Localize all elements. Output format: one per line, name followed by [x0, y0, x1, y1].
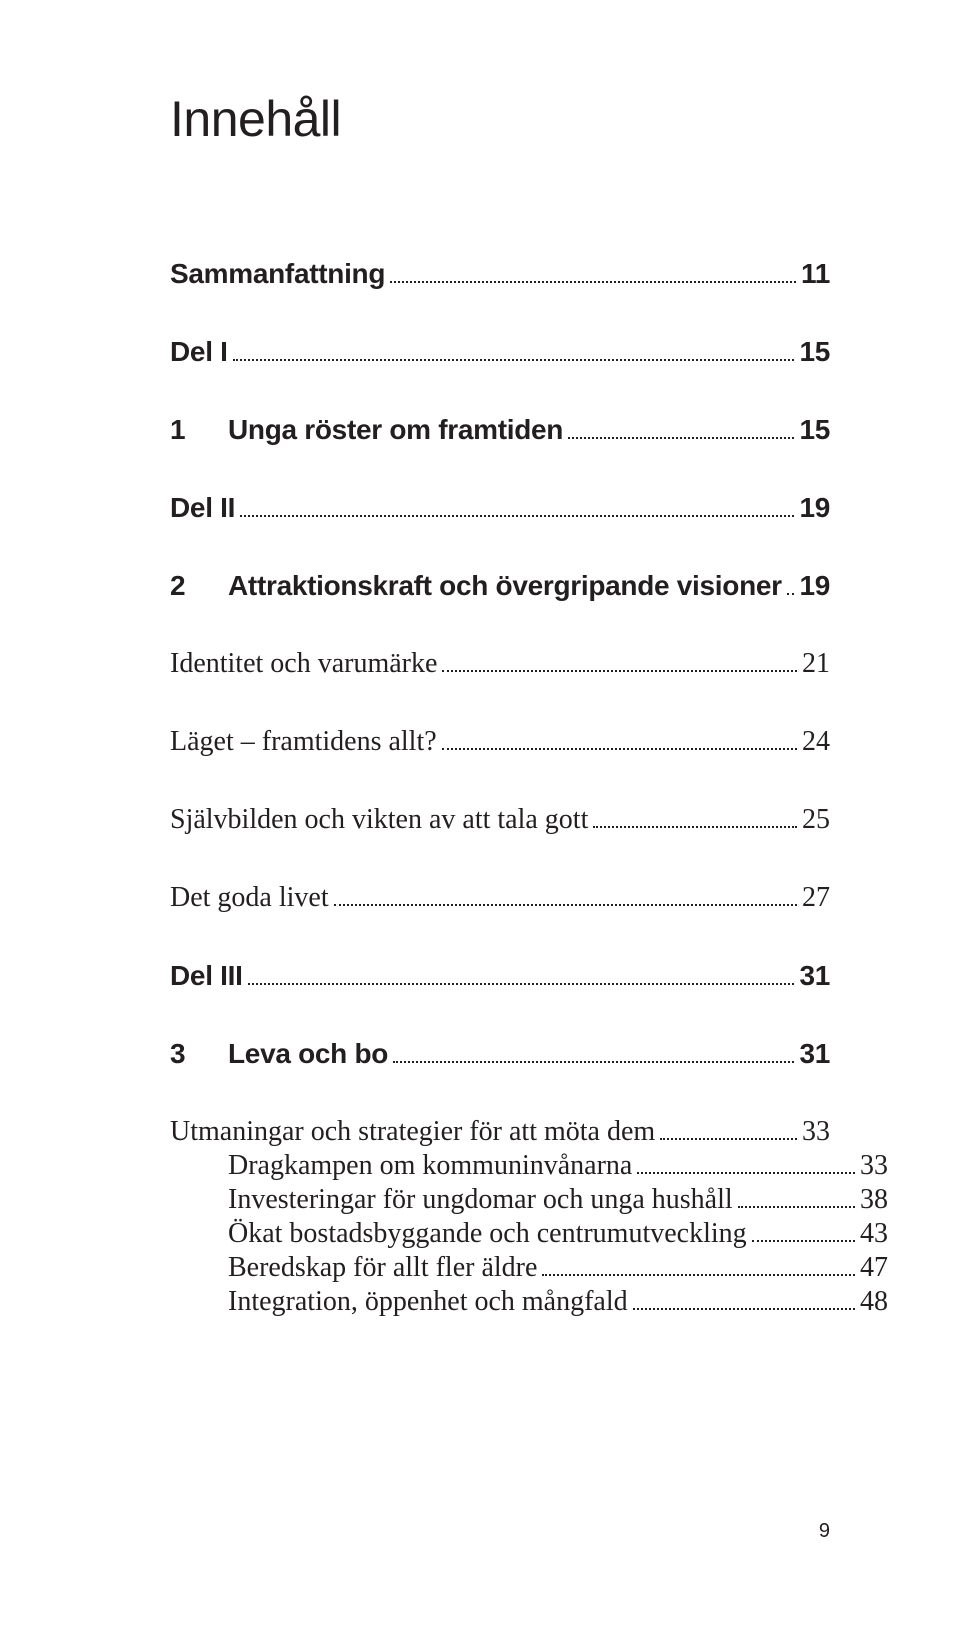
toc-row: 2Attraktionskraft och övergripande visio… — [170, 570, 830, 602]
toc-page-number: 48 — [860, 1286, 888, 1318]
toc-chapter-number: 2 — [170, 570, 228, 602]
toc-page-number: 47 — [860, 1252, 888, 1284]
toc-leader — [787, 593, 795, 595]
toc-row: Läget – framtidens allt? 24 — [170, 726, 830, 758]
toc-leader — [390, 281, 796, 283]
toc-leader — [334, 904, 797, 906]
toc-row: Sammanfattning 11 — [170, 258, 830, 290]
toc-row: 1Unga röster om framtiden 15 — [170, 414, 830, 446]
toc-leader — [248, 983, 795, 985]
toc-leader — [240, 515, 794, 517]
toc-label: Del I — [170, 336, 228, 368]
page: Innehåll Sammanfattning11Del I151Unga rö… — [0, 0, 960, 1639]
toc-label: Utmaningar och strategier för att möta d… — [170, 1116, 655, 1148]
toc-label: Identitet och varumärke — [170, 648, 437, 680]
toc-row: 3Leva och bo 31 — [170, 1038, 830, 1070]
toc-row: Ökat bostadsbyggande och centrumutveckli… — [170, 1218, 888, 1250]
toc-page-number: 31 — [799, 960, 830, 992]
toc-row: Integration, öppenhet och mångfald 48 — [170, 1286, 888, 1318]
toc-label: Ökat bostadsbyggande och centrumutveckli… — [228, 1218, 747, 1250]
toc-label: Integration, öppenhet och mångfald — [228, 1286, 628, 1318]
toc-label: Leva och bo — [228, 1038, 388, 1070]
toc-page-number: 11 — [801, 258, 830, 290]
toc-page-number: 19 — [799, 492, 830, 524]
toc-label: Läget – framtidens allt? — [170, 726, 437, 758]
toc-label: Investeringar för ungdomar och unga hush… — [228, 1184, 733, 1216]
toc-list: Sammanfattning11Del I151Unga röster om f… — [170, 258, 830, 1318]
toc-leader — [752, 1240, 855, 1242]
toc-row: Beredskap för allt fler äldre 47 — [170, 1252, 888, 1284]
toc-label: Dragkampen om kommuninvånarna — [228, 1150, 632, 1182]
toc-leader — [542, 1274, 855, 1276]
toc-leader — [633, 1308, 855, 1310]
toc-label: Del III — [170, 960, 243, 992]
toc-row: Del III 31 — [170, 960, 830, 992]
toc-leader — [593, 826, 797, 828]
page-title: Innehåll — [170, 90, 830, 148]
toc-label: Självbilden och vikten av att tala gott — [170, 804, 588, 836]
toc-leader — [442, 670, 797, 672]
toc-page-number: 33 — [802, 1116, 830, 1148]
toc-page-number: 15 — [799, 414, 830, 446]
page-number: 9 — [819, 1520, 830, 1543]
toc-row: Utmaningar och strategier för att möta d… — [170, 1116, 830, 1148]
toc-row: Del II 19 — [170, 492, 830, 524]
toc-label: Beredskap för allt fler äldre — [228, 1252, 537, 1284]
toc-leader — [568, 437, 794, 439]
toc-row: Del I 15 — [170, 336, 830, 368]
toc-page-number: 25 — [802, 804, 830, 836]
toc-leader — [442, 748, 797, 750]
toc-label: Attraktionskraft och övergripande vision… — [228, 570, 782, 602]
toc-row: Investeringar för ungdomar och unga hush… — [170, 1184, 888, 1216]
toc-row: Dragkampen om kommuninvånarna 33 — [170, 1150, 888, 1182]
toc-leader — [233, 359, 795, 361]
toc-page-number: 43 — [860, 1218, 888, 1250]
toc-page-number: 38 — [860, 1184, 888, 1216]
toc-leader — [637, 1172, 855, 1174]
toc-leader — [660, 1138, 797, 1140]
toc-row: Självbilden och vikten av att tala gott 2… — [170, 804, 830, 836]
toc-page-number: 24 — [802, 726, 830, 758]
toc-page-number: 15 — [799, 336, 830, 368]
toc-chapter-number: 3 — [170, 1038, 228, 1070]
toc-chapter-number: 1 — [170, 414, 228, 446]
toc-label: Del II — [170, 492, 235, 524]
toc-label: Sammanfattning — [170, 258, 385, 290]
toc-leader — [393, 1061, 794, 1063]
toc-page-number: 33 — [860, 1150, 888, 1182]
toc-label: Det goda livet — [170, 882, 329, 914]
toc-row: Det goda livet 27 — [170, 882, 830, 914]
toc-row: Identitet och varumärke 21 — [170, 648, 830, 680]
toc-page-number: 27 — [802, 882, 830, 914]
toc-page-number: 31 — [799, 1038, 830, 1070]
toc-page-number: 19 — [799, 570, 830, 602]
toc-label: Unga röster om framtiden — [228, 414, 563, 446]
toc-leader — [738, 1206, 855, 1208]
toc-page-number: 21 — [802, 648, 830, 680]
